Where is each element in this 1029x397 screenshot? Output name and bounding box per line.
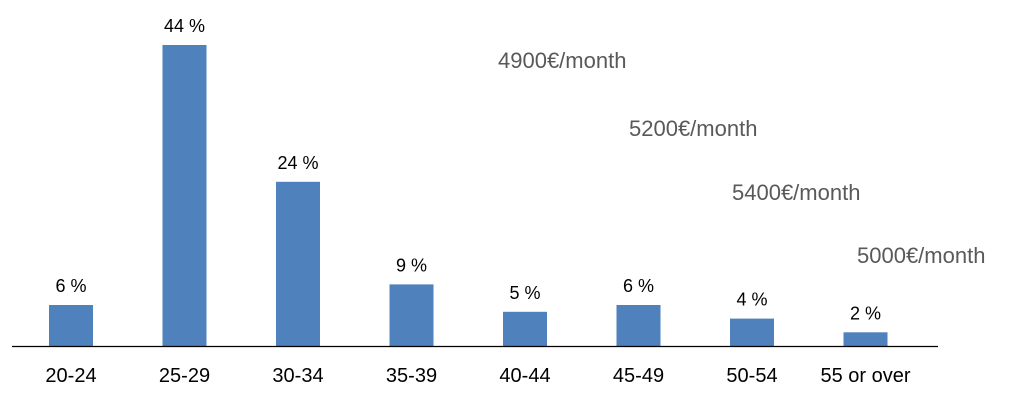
data-label: 2 % [850,303,881,323]
bar-45-49 [616,305,661,346]
data-label: 5 % [509,283,540,303]
bar-40-44 [503,311,547,346]
salary-annotation-4: 5000€/month [857,243,986,268]
bar-30-34 [276,181,320,346]
category-label: 30-34 [272,365,323,387]
category-label: 20-24 [45,365,96,387]
category-label: 45-49 [613,365,664,387]
bar-35-39 [389,284,434,346]
data-label: 24 % [277,153,318,173]
data-label: 6 % [623,276,654,296]
category-label: 25-29 [159,365,210,387]
category-label: 55 or over [820,365,910,387]
salary-annotation-2: 5200€/month [629,116,758,141]
bar-20-24 [49,305,93,346]
category-label: 40-44 [499,365,550,387]
data-label: 9 % [396,255,427,275]
bar-55-or-over [843,332,888,346]
data-label: 4 % [736,290,767,310]
category-label-group: 20-24 25-29 30-34 35-39 40-44 45-49 50-54 55 or… [45,365,910,387]
data-label: 44 % [164,16,205,36]
value-label-group: 6 % 44 % 24 % 9 % 5 % 6 % 4 % 2 % [55,16,881,323]
bar-50-54 [730,318,774,346]
salary-annotation-1: 4900€/month [498,48,627,73]
salary-annotation-3: 5400€/month [732,180,861,205]
bar-group [49,45,888,346]
data-label: 6 % [55,276,86,296]
category-label: 50-54 [726,365,777,387]
bar-25-29 [162,45,207,346]
category-label: 35-39 [386,365,437,387]
